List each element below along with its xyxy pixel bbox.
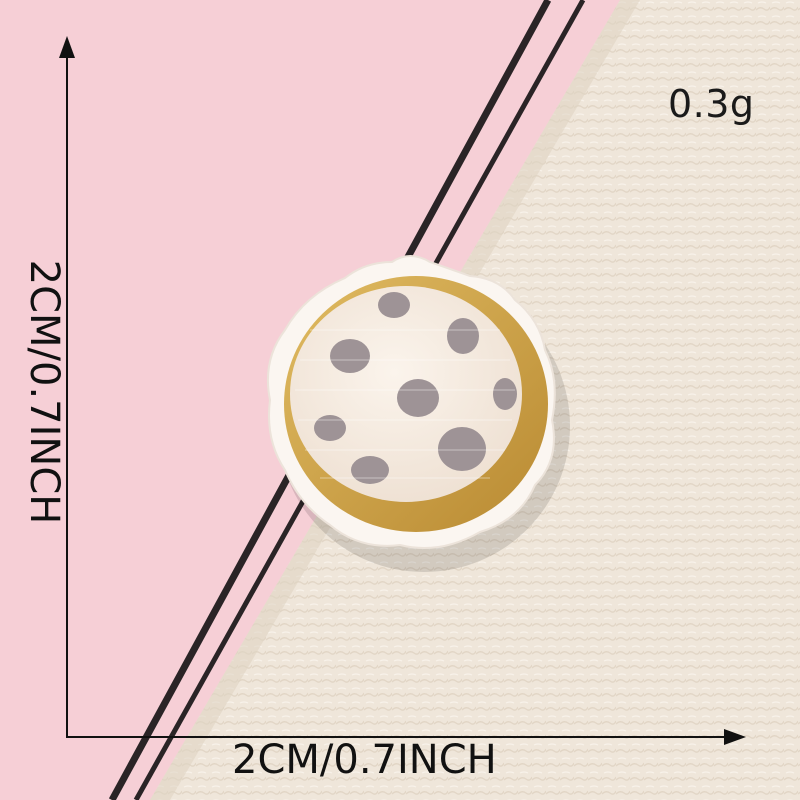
patch-spots bbox=[314, 292, 517, 484]
width-dimension-label: 2CM/0.7INCH bbox=[232, 737, 497, 783]
embroidered-patch bbox=[266, 255, 570, 572]
height-dimension-arrow bbox=[59, 36, 75, 738]
patch-stitch-texture bbox=[295, 329, 515, 479]
height-dimension-label: 2CM/0.7INCH bbox=[21, 259, 67, 525]
weight-label: 0.3g bbox=[668, 82, 755, 126]
width-dimension-arrow bbox=[67, 729, 746, 745]
